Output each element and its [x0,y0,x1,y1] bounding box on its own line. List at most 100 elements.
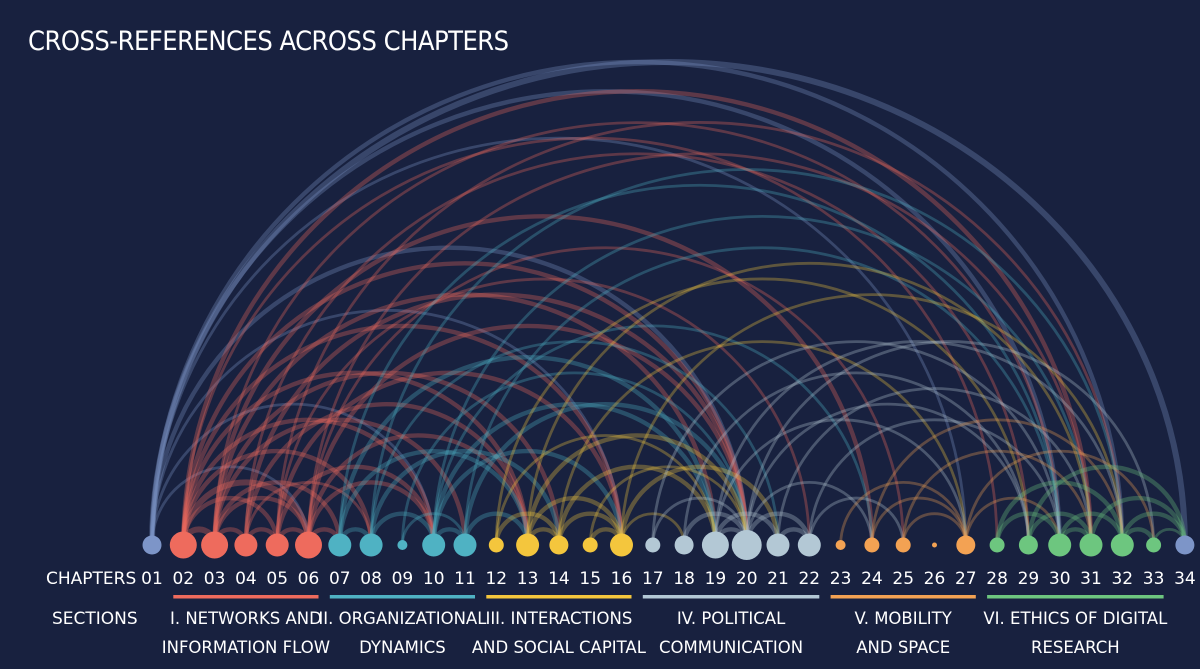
cross-reference-arc [368,448,562,546]
chapter-node-02[interactable] [169,531,197,559]
section-bar [830,595,976,599]
chapter-label-04: 04 [235,569,257,589]
chapter-node-07[interactable] [328,533,352,557]
cross-reference-arc [369,168,1124,546]
cross-reference-arc [243,402,530,546]
chapter-node-04[interactable] [234,533,258,557]
cross-reference-arc [306,480,436,546]
cross-reference-arc [557,340,968,546]
chapter-labels: 01 02 03 04 05 06 07 08 09 10 11 12 13 14 15 16 17 18 19 20… [141,569,1196,589]
chapter-node-28[interactable] [989,537,1005,553]
cross-reference-arc [150,308,623,546]
chapter-node-13[interactable] [516,533,540,557]
cross-reference-arc [275,277,811,546]
cross-reference-arc [807,496,905,546]
chapter-label-08: 08 [360,569,382,589]
cross-reference-arc [181,417,436,546]
chapter-node-12[interactable] [488,537,504,553]
chapter-node-33[interactable] [1146,537,1162,553]
chapter-label-16: 16 [611,569,633,589]
chapter-node-31[interactable] [1079,533,1103,557]
cross-reference-arc [244,152,1030,546]
section-bar [173,595,319,599]
chapter-label-27: 27 [955,569,977,589]
chapter-node-11[interactable] [453,533,477,557]
chapter-label-03: 03 [204,569,226,589]
cross-reference-arc [337,355,718,546]
chapter-node-17[interactable] [645,537,661,553]
cross-reference-arc [1057,511,1125,546]
cross-reference-arc [432,324,874,546]
cross-reference-arc [149,59,1125,546]
cross-reference-arc [275,464,436,546]
chapter-nodes [142,530,1195,560]
chapter-node-14[interactable] [549,535,569,555]
cross-reference-arc [150,136,968,546]
chapter-node-24[interactable] [864,537,880,553]
cross-reference-arc [401,371,749,546]
cross-reference-arc [181,370,530,546]
chapter-node-05[interactable] [265,533,289,557]
cross-reference-arc [714,340,1124,546]
chapter-label-12: 12 [485,569,507,589]
chapter-node-16[interactable] [610,533,633,557]
cross-reference-arc [181,495,280,546]
cross-reference-arc [462,402,749,546]
chapter-node-32[interactable] [1110,533,1134,557]
section-label: COMMUNICATION [659,638,803,657]
cross-reference-arc [776,387,1093,546]
cross-reference-arc [149,89,1062,546]
cross-reference-arc [1120,511,1188,546]
cross-reference-arc [306,323,749,546]
cross-reference-arc [149,245,749,546]
cross-reference-arc [994,511,1062,546]
chapter-node-08[interactable] [359,533,383,557]
cross-reference-arc [338,183,1062,546]
chapter-label-19: 19 [705,569,727,589]
chapter-node-10[interactable] [422,533,446,557]
chapter-node-29[interactable] [1018,535,1038,555]
chapter-label-01: 01 [141,569,163,589]
chapter-node-15[interactable] [582,537,598,553]
chapter-node-18[interactable] [674,535,694,555]
section-label: INFORMATION FLOW [162,638,330,657]
chapter-label-34: 34 [1174,569,1196,589]
cross-reference-arc [651,496,749,546]
chapter-node-19[interactable] [701,531,729,559]
cross-reference-arc [462,511,530,546]
chapter-node-22[interactable] [797,533,821,557]
chapter-node-23[interactable] [835,540,846,550]
chapter-label-09: 09 [392,569,414,589]
chapter-label-06: 06 [298,569,320,589]
cross-reference-arc [901,449,1093,546]
cross-reference-arc [1088,495,1188,546]
chapter-node-30[interactable] [1048,533,1072,557]
section-label: I. NETWORKS AND [170,609,322,628]
chapter-node-20[interactable] [731,530,762,560]
cross-reference-arc [901,512,968,546]
cross-reference-arc [401,512,467,546]
chapter-node-01[interactable] [142,535,162,555]
chapter-label-23: 23 [830,569,852,589]
chapter-label-30: 30 [1049,569,1071,589]
cross-reference-arc [275,121,1124,546]
section-label: II. ORGANIZATIONAL [318,609,487,628]
chapter-node-09[interactable] [397,540,408,550]
chapter-node-06[interactable] [295,531,322,559]
chapter-label-02: 02 [172,569,194,589]
sections-row-label: SECTIONS [52,609,138,629]
cross-reference-arc [244,481,373,546]
chapter-node-27[interactable] [956,535,976,555]
chapter-node-21[interactable] [766,533,790,557]
cross-reference-arc [150,465,310,546]
cross-reference-arc [619,464,781,546]
chapters-row-label: CHAPTERS [46,569,136,589]
cross-reference-arc [525,495,624,546]
chapter-node-25[interactable] [895,537,911,553]
chapter-node-03[interactable] [201,531,229,559]
chapter-label-20: 20 [736,569,758,589]
section-label: DYNAMICS [359,638,446,657]
chapter-node-26[interactable] [932,542,937,548]
section-label: IV. POLITICAL [677,609,786,628]
chapter-node-34[interactable] [1175,535,1195,555]
